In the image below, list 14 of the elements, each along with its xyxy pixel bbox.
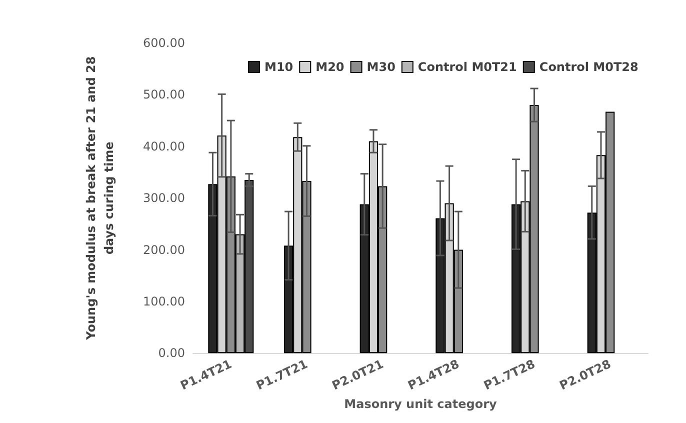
y-axis-title: Young's modulus at break after 21 and 28 days curing time xyxy=(84,56,116,341)
legend-label: M10 xyxy=(264,60,294,74)
y-tick-label: 400.00 xyxy=(143,139,185,154)
y-tick-label: 100.00 xyxy=(143,294,185,308)
y-tick-label: 0.00 xyxy=(158,346,185,360)
y-tick-label: 300.00 xyxy=(143,191,185,206)
legend-label: M20 xyxy=(316,60,344,74)
y-tick-label: 200.00 xyxy=(143,242,185,257)
y-tick-label: 600.00 xyxy=(143,36,185,50)
x-axis-title: Masonry unit category xyxy=(344,397,497,411)
legend-label: M30 xyxy=(366,60,396,74)
legend-label: Control M0T28 xyxy=(539,60,638,74)
legend-label: Control M0T21 xyxy=(418,60,517,74)
y-tick-label: 500.00 xyxy=(143,88,185,102)
